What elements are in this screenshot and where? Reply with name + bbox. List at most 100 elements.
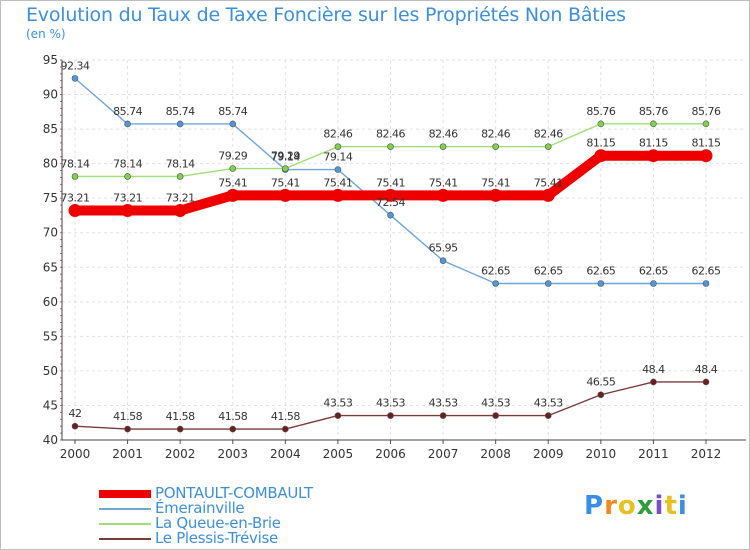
logo-letter: t [664,491,678,521]
data-point [439,143,447,150]
y-tick-label: 40 [43,433,58,447]
data-label: 43.53 [429,397,458,410]
logo-letter: i [654,491,665,521]
data-label: 85.74 [113,105,142,118]
data-label: 78.14 [113,157,142,170]
data-point [699,149,713,163]
proxiti-logo: Proxiti [584,491,688,521]
data-label: 85.74 [166,105,195,118]
data-label: 46.55 [586,376,615,389]
data-label: 62.65 [586,265,615,278]
x-tick-label: 2002 [165,447,196,461]
logo-letter: x [636,491,655,521]
data-label: 75.41 [271,176,300,189]
data-point [544,280,552,287]
data-point [702,378,710,386]
y-tick-label: 85 [43,122,58,136]
logo-letter: i [677,491,688,521]
data-label: 81.15 [692,137,721,150]
data-label: 81.15 [639,137,668,150]
legend-swatch-emerainville [99,508,151,510]
data-label: 92.34 [61,59,90,72]
data-point [282,425,289,433]
data-label: 85.76 [639,105,668,118]
data-point [278,188,292,202]
data-point [436,188,450,202]
data-label: 82.46 [429,128,458,141]
data-label: 73.21 [113,192,142,205]
data-label: 75.41 [481,176,510,189]
y-tick-label: 80 [43,157,58,171]
data-label: 41.58 [113,410,142,423]
data-label: 41.58 [166,410,195,423]
x-tick-label: 2009 [533,447,564,461]
data-label: 62.65 [639,265,668,278]
data-point [387,412,394,419]
data-point [541,188,555,202]
y-tick-label: 45 [43,398,58,412]
data-point [597,280,605,287]
logo-letter: o [617,491,637,521]
data-point [71,75,79,82]
data-point [650,378,657,386]
data-point [387,143,394,150]
data-label: 82.46 [481,128,510,141]
data-label: 41.58 [271,410,300,423]
data-label: 75.41 [376,176,405,189]
x-tick-label: 2008 [480,447,511,461]
data-point [597,391,605,399]
data-point [71,173,79,180]
unit-label: (en %) [26,27,66,41]
data-point [646,149,660,163]
data-label: 75.41 [429,176,458,189]
x-tick-label: 2004 [270,447,301,461]
data-label: 81.15 [586,137,615,150]
logo-letter: P [584,491,605,521]
data-label: 75.41 [534,176,563,189]
x-tick-label: 2001 [112,447,143,461]
data-point [384,188,397,202]
data-point [387,211,394,219]
data-point [176,173,184,180]
data-point [71,422,79,430]
legend-swatch-la-queue-en-brie [99,523,151,525]
y-tick-label: 65 [43,260,58,274]
y-tick-label: 70 [43,226,58,240]
data-point [124,425,131,433]
data-point [176,425,184,433]
data-point [226,188,240,202]
legend-label-pontault-combault: PONTAULT-COMBAULT [155,484,313,502]
legend-label-la-queue-en-brie: La Queue-en-Brie [155,514,281,532]
data-point [439,412,447,419]
data-label: 73.21 [61,192,90,205]
legend-label-le-plessis-trevise: Le Plessis-Trévise [155,529,278,547]
data-point [229,120,237,128]
legend-swatch-pontault-combault [99,490,151,498]
data-label: 75.41 [323,176,352,189]
data-label: 41.58 [218,410,247,423]
data-point [489,188,503,202]
data-point [229,425,237,433]
data-label: 79.29 [271,150,300,163]
x-tick-label: 2011 [638,447,669,461]
y-tick-label: 50 [43,364,58,378]
data-label: 43.53 [534,397,563,410]
legend-swatch-le-plessis-trevise [99,538,151,540]
data-point [702,280,710,287]
logo-letter: r [604,491,618,521]
data-label: 82.46 [534,128,563,141]
data-point [594,149,608,163]
data-point [124,120,131,128]
data-label: 82.46 [376,128,405,141]
data-point [334,166,342,173]
x-tick-label: 2006 [375,447,406,461]
data-label: 42 [69,407,82,420]
data-point [334,412,342,419]
data-point [173,204,187,218]
data-label: 78.14 [61,157,90,170]
data-point [68,204,82,218]
data-point [124,173,131,180]
x-tick-label: 2000 [60,447,91,461]
data-label: 85.76 [586,105,615,118]
